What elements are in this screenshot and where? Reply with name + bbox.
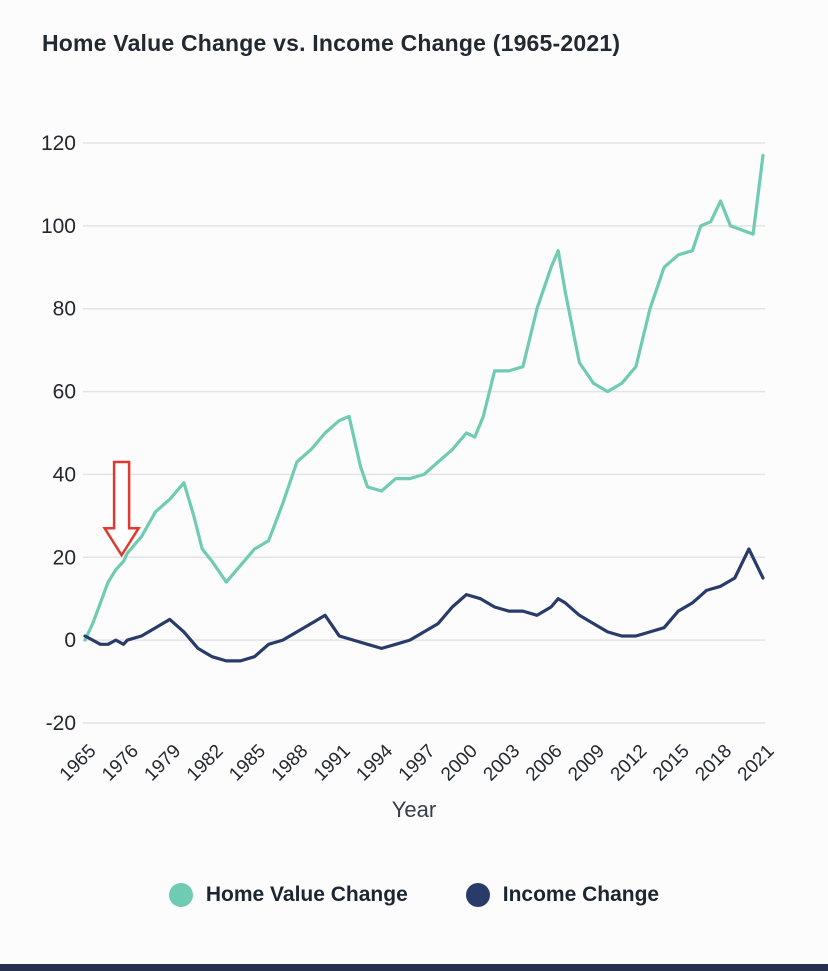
legend: Home Value Change Income Change <box>0 883 828 907</box>
series-line-income-change <box>83 547 765 663</box>
x-tick-label: 2009 <box>564 741 609 786</box>
x-tick-label: 1988 <box>268 741 313 786</box>
red-down-arrow-annotation-icon <box>102 460 141 558</box>
x-tick-label: 2003 <box>480 741 525 786</box>
legend-label-income: Income Change <box>502 883 660 906</box>
x-tick-label: 1976 <box>98 741 143 786</box>
x-tick-label: 1979 <box>141 741 186 786</box>
legend-label-home-value: Home Value Change <box>205 883 408 906</box>
y-tick-label: 20 <box>53 546 76 569</box>
x-axis-title: Year <box>391 797 437 822</box>
y-tick-label: 60 <box>53 381 76 404</box>
x-tick-label: 2021 <box>734 741 779 786</box>
line-chart: 120100806040200-201965197619791982198519… <box>41 132 779 785</box>
chart-title: Home Value Change vs. Income Change (196… <box>42 30 621 56</box>
y-axis-labels: 120 100 80 60 40 20 0 -20 <box>41 132 76 735</box>
x-tick-label: 1991 <box>310 741 355 786</box>
y-tick-label: 120 <box>41 132 76 155</box>
x-tick-label: 1994 <box>352 740 397 785</box>
legend-dot-income-icon <box>465 883 490 907</box>
y-tick-label: 100 <box>41 215 76 238</box>
x-tick-label: 2012 <box>607 741 652 786</box>
y-tick-label: 40 <box>53 463 76 486</box>
x-tick-label: 1965 <box>56 741 101 786</box>
series-line-home-value-change <box>83 153 765 642</box>
x-axis-labels: 1965197619791982198519881991199419972000… <box>56 740 779 785</box>
legend-item-home-value: Home Value Change <box>168 883 408 907</box>
y-tick-label: 0 <box>64 629 76 652</box>
legend-item-income: Income Change <box>465 883 660 907</box>
x-tick-label: 1985 <box>225 741 270 786</box>
x-tick-label: 2018 <box>691 741 736 786</box>
x-tick-label: 1982 <box>183 741 228 786</box>
x-tick-label: 2015 <box>649 741 694 786</box>
y-tick-label: 80 <box>53 298 76 321</box>
y-tick-label: -20 <box>46 712 76 735</box>
x-tick-label: 2000 <box>437 741 482 786</box>
x-tick-label: 1997 <box>395 741 440 786</box>
legend-dot-home-value-icon <box>168 883 193 907</box>
x-tick-label: 2006 <box>522 741 567 786</box>
footer-accent-bar <box>0 964 828 971</box>
